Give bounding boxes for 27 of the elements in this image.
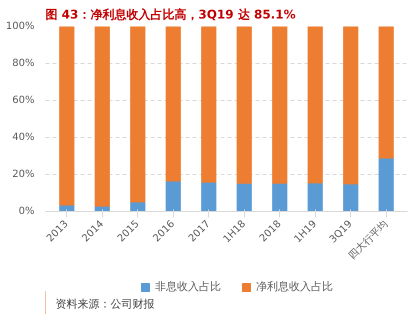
y-tick-label: 100% bbox=[6, 21, 35, 32]
y-tick-label: 0% bbox=[18, 206, 35, 217]
bar bbox=[343, 183, 358, 212]
bar bbox=[166, 26, 181, 182]
bar bbox=[378, 26, 394, 159]
legend-label: 非息收入占比 bbox=[155, 279, 221, 294]
text: 资料来源：公司财报 bbox=[56, 298, 154, 310]
chart-title: 图 43：净利息收入占比高，3Q19 达 85.1% bbox=[46, 8, 296, 22]
bar bbox=[94, 26, 110, 207]
bar bbox=[378, 158, 394, 212]
bar bbox=[272, 182, 288, 212]
bar bbox=[308, 182, 323, 212]
bar bbox=[308, 26, 323, 184]
y-tick-label: 60% bbox=[12, 95, 35, 106]
bar bbox=[59, 26, 74, 206]
y-tick-label: 20% bbox=[12, 169, 35, 180]
legend-label: 净利息收入占比 bbox=[256, 279, 333, 294]
bar bbox=[343, 26, 358, 184]
bar bbox=[236, 26, 252, 184]
bar bbox=[201, 26, 216, 183]
bar bbox=[236, 182, 252, 212]
bar bbox=[201, 182, 216, 212]
bar bbox=[272, 26, 288, 184]
bar bbox=[166, 180, 181, 212]
y-tick-label: 40% bbox=[12, 132, 35, 143]
y-tick-label: 80% bbox=[12, 58, 35, 69]
bar bbox=[130, 26, 146, 202]
